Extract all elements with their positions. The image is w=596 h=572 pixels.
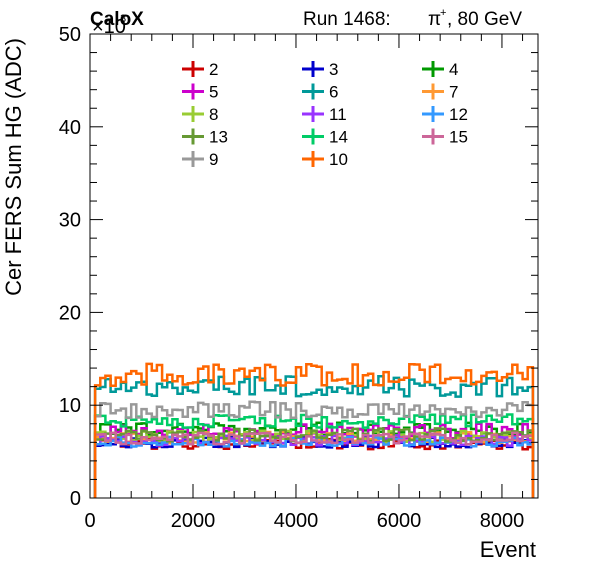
x-tick-label: 0: [84, 510, 95, 532]
series-line-5: [93, 422, 535, 498]
y-multiplier-exp: 3: [120, 13, 126, 25]
series-layer: [93, 362, 535, 498]
y-tick-label: 40: [59, 117, 81, 139]
y-multiplier: ×10: [92, 16, 126, 38]
legend-entry-11: 11: [302, 105, 347, 124]
legend-entry-10: 10: [302, 150, 348, 169]
legend-entry-14: 14: [302, 128, 348, 147]
legend-entry-13: 13: [182, 128, 228, 147]
legend-label: 10: [329, 150, 348, 169]
legend-label: 14: [329, 128, 348, 147]
series-line-9: [93, 400, 535, 498]
legend-label: 8: [209, 105, 218, 124]
axes-layer: 0 2000 4000 6000 8000 0 10 20 30 40 50: [59, 24, 539, 532]
beam-charge: +: [440, 7, 446, 19]
y-axis-title: Cer FERS Sum HG (ADC): [1, 38, 26, 296]
x-tick-label: 2000: [171, 510, 216, 532]
legend-entry-9: 9: [182, 150, 218, 169]
run-label: Run 1468:: [303, 9, 391, 30]
x-axis-title: Event: [480, 537, 536, 562]
y-tick-label: 10: [59, 395, 81, 417]
legend: 2 3 4 5 6 7 8 11 12 13 14 15 9 10: [182, 60, 468, 169]
legend-entry-7: 7: [422, 83, 458, 102]
x-tick-label: 8000: [480, 510, 525, 532]
beam-energy: , 80 GeV: [447, 9, 522, 30]
legend-label: 9: [209, 150, 218, 169]
legend-label: 3: [329, 60, 338, 79]
legend-label: 6: [329, 83, 338, 102]
y-tick-label: 0: [70, 488, 81, 510]
legend-label: 15: [449, 128, 468, 147]
legend-entry-6: 6: [302, 83, 338, 102]
legend-label: 11: [329, 105, 347, 124]
legend-entry-3: 3: [302, 60, 338, 79]
legend-entry-15: 15: [422, 128, 468, 147]
legend-entry-4: 4: [422, 60, 458, 79]
y-tick-label: 20: [59, 302, 81, 324]
series-line-14: [93, 413, 535, 498]
x-tick-label: 4000: [274, 510, 319, 532]
legend-label: 2: [209, 60, 218, 79]
legend-entry-5: 5: [182, 83, 218, 102]
experiment-label: CaloX: [90, 9, 144, 30]
y-tick-label: 30: [59, 210, 81, 232]
series-line-10: [93, 362, 535, 498]
x-tick-label: 6000: [377, 510, 422, 532]
legend-entry-8: 8: [182, 105, 218, 124]
legend-label: 5: [209, 83, 218, 102]
legend-label: 7: [449, 83, 458, 102]
y-tick-label: 50: [59, 24, 81, 46]
legend-entry-2: 2: [182, 60, 218, 79]
legend-entry-12: 12: [422, 105, 468, 124]
series-line-6: [93, 375, 535, 498]
legend-label: 12: [449, 105, 468, 124]
legend-label: 4: [449, 60, 458, 79]
legend-label: 13: [209, 128, 228, 147]
plot-frame: [89, 33, 539, 499]
beam-particle: π: [428, 9, 441, 30]
series-line-15: [93, 431, 535, 498]
